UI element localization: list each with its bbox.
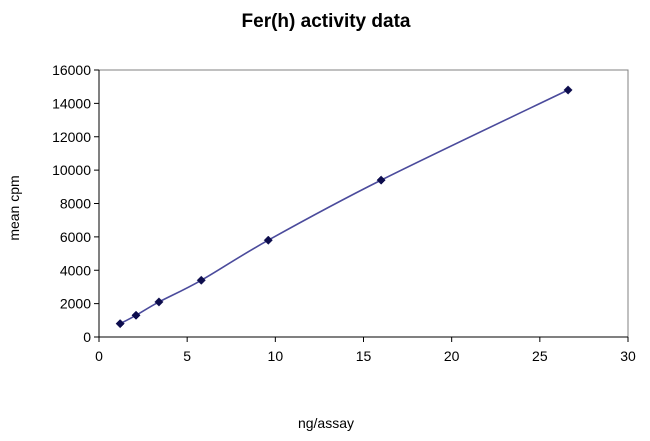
- data-point: [376, 175, 386, 185]
- data-point: [196, 275, 206, 285]
- data-point: [115, 319, 125, 329]
- x-axis-label: ng/assay: [298, 415, 354, 431]
- y-tick-label: 8000: [60, 196, 91, 212]
- x-tick-label: 25: [532, 348, 548, 364]
- x-tick-label: 15: [356, 348, 372, 364]
- data-point: [154, 297, 164, 307]
- x-tick-label: 30: [620, 348, 636, 364]
- data-point: [131, 310, 141, 320]
- x-tick-label: 10: [268, 348, 284, 364]
- y-tick-label: 2000: [60, 296, 91, 312]
- y-axis-label: mean cpm: [6, 175, 22, 240]
- x-tick-label: 0: [95, 348, 103, 364]
- data-point: [563, 85, 573, 95]
- chart-title: Fer(h) activity data: [242, 11, 411, 32]
- y-tick-label: 0: [83, 329, 91, 345]
- y-tick-label: 12000: [52, 129, 91, 145]
- y-tick-label: 10000: [52, 162, 91, 178]
- y-tick-label: 6000: [60, 229, 91, 245]
- plot-area: 0 2000 4000 6000 8000 10000 12000 14000 16000 0 5 1…: [52, 62, 636, 364]
- plot-frame: [98, 69, 629, 338]
- y-tick-label: 16000: [52, 62, 91, 78]
- x-tick-label: 5: [183, 348, 191, 364]
- y-tick-label: 14000: [52, 95, 91, 111]
- data-point: [263, 235, 273, 245]
- series-line: [119, 89, 569, 325]
- x-tick-label: 20: [444, 348, 460, 364]
- y-tick-label: 4000: [60, 262, 91, 278]
